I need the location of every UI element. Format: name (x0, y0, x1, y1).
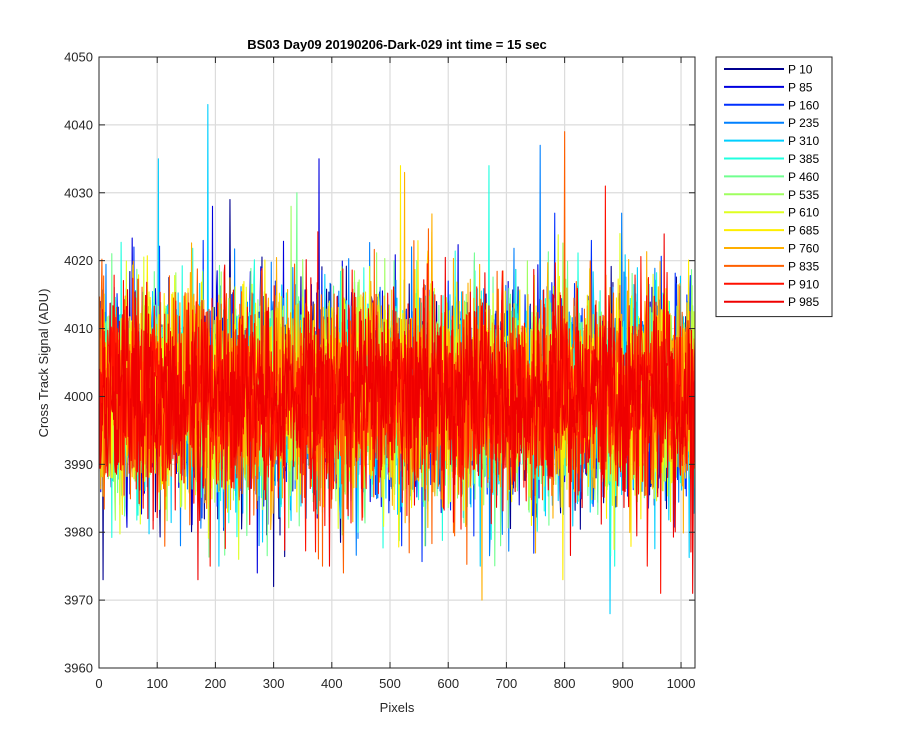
y-axis-label: Cross Track Signal (ADU) (36, 289, 51, 438)
y-tick-label: 3980 (64, 525, 93, 540)
plot-area: 0 100 200 300 400 500 600 700 800 900 1000 3960 3970… (64, 50, 696, 691)
legend-label: P 85 (788, 80, 813, 94)
legend-label: P 685 (788, 224, 819, 238)
legend-label: P 610 (788, 206, 819, 220)
x-tick-label: 700 (496, 676, 518, 691)
legend: P 10 P 85 P 160 P 235 P 310 P 385 P 460 P 535 P … (715, 56, 833, 318)
legend-label: P 910 (788, 277, 819, 291)
legend-label: P 10 (788, 63, 813, 77)
x-tick-label: 600 (437, 676, 459, 691)
series-lines (99, 103, 695, 615)
x-tick-label: 500 (379, 676, 401, 691)
legend-label: P 310 (788, 134, 819, 148)
legend-label: P 535 (788, 188, 819, 202)
series-line (99, 185, 695, 594)
plot-frame (98, 56, 696, 669)
legend-label: P 160 (788, 98, 819, 112)
legend-label: P 835 (788, 259, 819, 273)
x-tick-label: 200 (205, 676, 227, 691)
y-tick-label: 4020 (64, 253, 93, 268)
y-tick-label: 3970 (64, 593, 93, 608)
series-line (99, 233, 695, 594)
y-tick-label: 4040 (64, 117, 93, 132)
x-tick-label: 900 (612, 676, 634, 691)
legend-label: P 760 (788, 242, 819, 256)
x-tick-label: 0 (95, 676, 102, 691)
y-tick-label: 4000 (64, 389, 93, 404)
y-tick-label: 4050 (64, 50, 93, 65)
x-tick-label: 300 (263, 676, 285, 691)
y-tick-label: 4010 (64, 321, 93, 336)
legend-box (715, 56, 833, 318)
legend-label: P 460 (788, 170, 819, 184)
x-tick-label: 1000 (667, 676, 696, 691)
legend-label: P 385 (788, 152, 819, 166)
x-axis-label: Pixels (380, 700, 415, 715)
x-tick-label: 100 (146, 676, 168, 691)
y-tick-label: 4030 (64, 185, 93, 200)
x-tick-label: 400 (321, 676, 343, 691)
x-tick-label: 800 (554, 676, 576, 691)
legend-label: P 235 (788, 116, 819, 130)
chart-title: BS03 Day09 20190206-Dark-029 int time = … (247, 37, 547, 52)
legend-label: P 985 (788, 295, 819, 309)
y-tick-label: 3960 (64, 661, 93, 676)
y-tick-label: 3990 (64, 457, 93, 472)
